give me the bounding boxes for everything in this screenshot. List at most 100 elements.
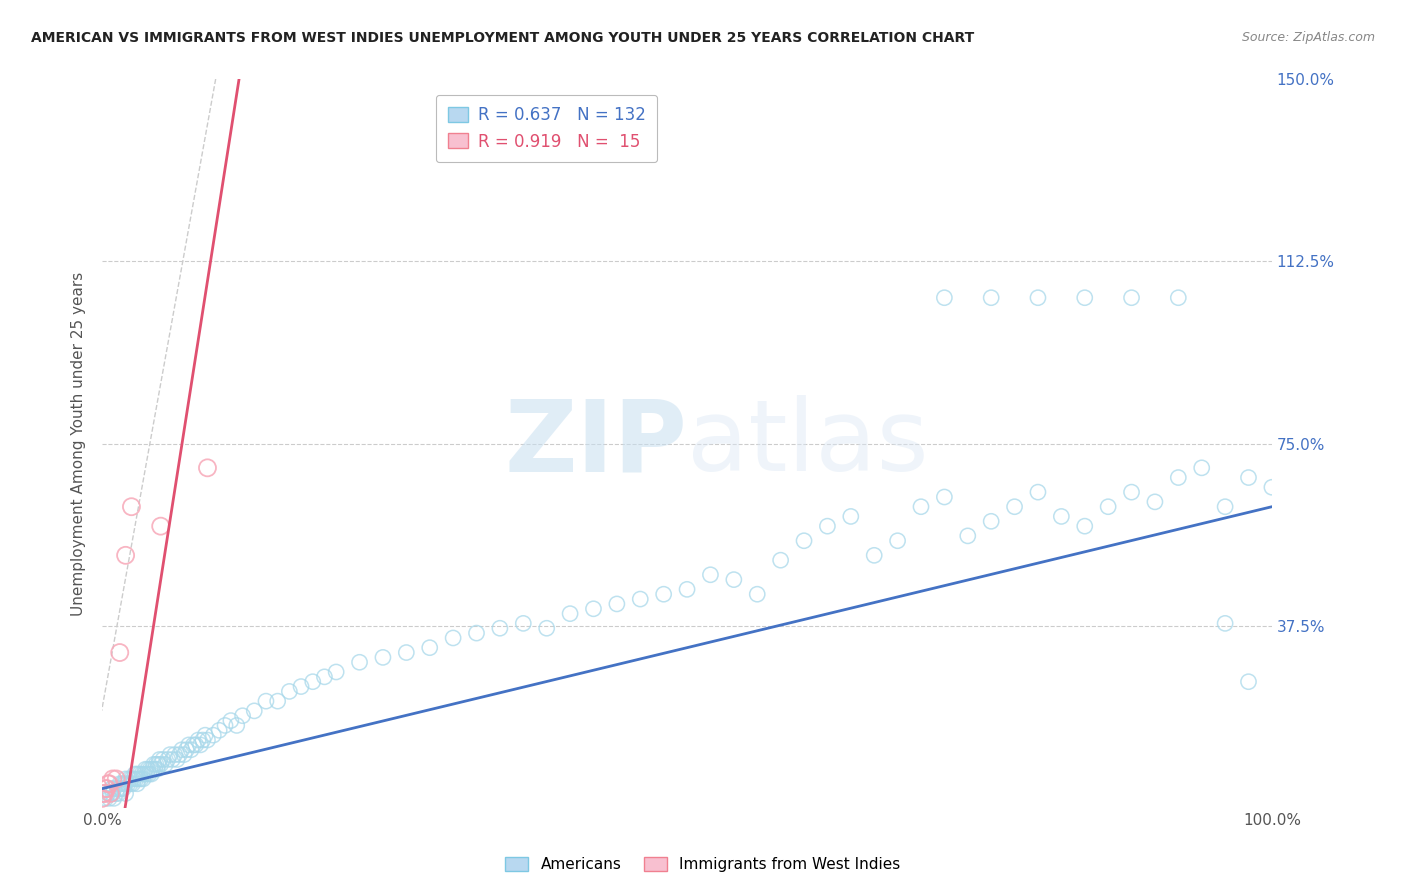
Point bbox=[105, 787, 128, 801]
Point bbox=[166, 752, 188, 766]
Point bbox=[606, 597, 628, 611]
Point bbox=[793, 533, 815, 548]
Point bbox=[97, 787, 120, 801]
Point bbox=[225, 718, 247, 732]
Point bbox=[149, 519, 172, 533]
Point bbox=[208, 723, 231, 738]
Point bbox=[769, 553, 792, 567]
Point bbox=[163, 747, 186, 762]
Point bbox=[512, 616, 534, 631]
Point bbox=[301, 674, 323, 689]
Point bbox=[162, 752, 184, 766]
Point bbox=[1143, 495, 1166, 509]
Point bbox=[176, 743, 198, 757]
Point bbox=[132, 772, 155, 786]
Point bbox=[980, 514, 1002, 528]
Point bbox=[100, 787, 122, 801]
Point bbox=[156, 752, 179, 766]
Point bbox=[243, 704, 266, 718]
Point bbox=[141, 767, 163, 781]
Text: ZIP: ZIP bbox=[505, 395, 688, 492]
Point bbox=[197, 460, 219, 475]
Point bbox=[194, 728, 217, 742]
Point bbox=[146, 762, 169, 776]
Point bbox=[129, 772, 152, 786]
Point bbox=[114, 772, 136, 786]
Point bbox=[97, 777, 120, 791]
Point bbox=[148, 757, 170, 772]
Point bbox=[107, 787, 129, 801]
Point bbox=[98, 791, 121, 805]
Point bbox=[98, 777, 121, 791]
Point bbox=[110, 781, 132, 796]
Point bbox=[91, 791, 114, 805]
Point bbox=[105, 772, 128, 786]
Point bbox=[934, 490, 956, 504]
Point bbox=[93, 787, 115, 801]
Point bbox=[103, 781, 125, 796]
Point bbox=[219, 714, 242, 728]
Point bbox=[152, 752, 174, 766]
Point bbox=[1261, 480, 1284, 494]
Point bbox=[1167, 470, 1189, 484]
Point bbox=[108, 781, 131, 796]
Text: AMERICAN VS IMMIGRANTS FROM WEST INDIES UNEMPLOYMENT AMONG YOUTH UNDER 25 YEARS : AMERICAN VS IMMIGRANTS FROM WEST INDIES … bbox=[31, 31, 974, 45]
Point bbox=[1167, 291, 1189, 305]
Point bbox=[325, 665, 347, 679]
Point bbox=[558, 607, 581, 621]
Point bbox=[138, 767, 160, 781]
Point bbox=[980, 291, 1002, 305]
Point bbox=[114, 777, 136, 791]
Point bbox=[111, 777, 134, 791]
Point bbox=[266, 694, 288, 708]
Point bbox=[187, 733, 209, 747]
Point bbox=[180, 743, 202, 757]
Point bbox=[863, 549, 886, 563]
Point bbox=[956, 529, 979, 543]
Point bbox=[1191, 460, 1213, 475]
Point bbox=[290, 680, 312, 694]
Point bbox=[127, 772, 149, 786]
Legend: R = 0.637   N = 132, R = 0.919   N =  15: R = 0.637 N = 132, R = 0.919 N = 15 bbox=[436, 95, 657, 162]
Point bbox=[1237, 470, 1260, 484]
Point bbox=[371, 650, 394, 665]
Point bbox=[1074, 291, 1097, 305]
Point bbox=[652, 587, 675, 601]
Point bbox=[441, 631, 464, 645]
Point bbox=[886, 533, 908, 548]
Point bbox=[120, 777, 142, 791]
Point bbox=[190, 738, 212, 752]
Point bbox=[395, 646, 418, 660]
Point bbox=[94, 791, 117, 805]
Point bbox=[465, 626, 488, 640]
Point bbox=[723, 573, 745, 587]
Point bbox=[1074, 519, 1097, 533]
Point bbox=[197, 733, 219, 747]
Point bbox=[108, 777, 131, 791]
Point bbox=[314, 670, 336, 684]
Point bbox=[1050, 509, 1073, 524]
Point bbox=[177, 738, 200, 752]
Point bbox=[349, 655, 371, 669]
Point bbox=[184, 738, 207, 752]
Point bbox=[1213, 616, 1236, 631]
Point bbox=[148, 752, 170, 766]
Point bbox=[934, 291, 956, 305]
Point bbox=[582, 602, 605, 616]
Point bbox=[232, 708, 254, 723]
Point bbox=[628, 592, 651, 607]
Point bbox=[100, 787, 122, 801]
Point bbox=[141, 762, 163, 776]
Point bbox=[101, 787, 124, 801]
Point bbox=[114, 549, 136, 563]
Point bbox=[124, 767, 146, 781]
Point bbox=[128, 767, 150, 781]
Point bbox=[1213, 500, 1236, 514]
Point bbox=[127, 767, 149, 781]
Point bbox=[107, 781, 129, 796]
Point bbox=[747, 587, 769, 601]
Point bbox=[122, 772, 145, 786]
Point bbox=[139, 762, 162, 776]
Point bbox=[699, 567, 721, 582]
Point bbox=[145, 757, 167, 772]
